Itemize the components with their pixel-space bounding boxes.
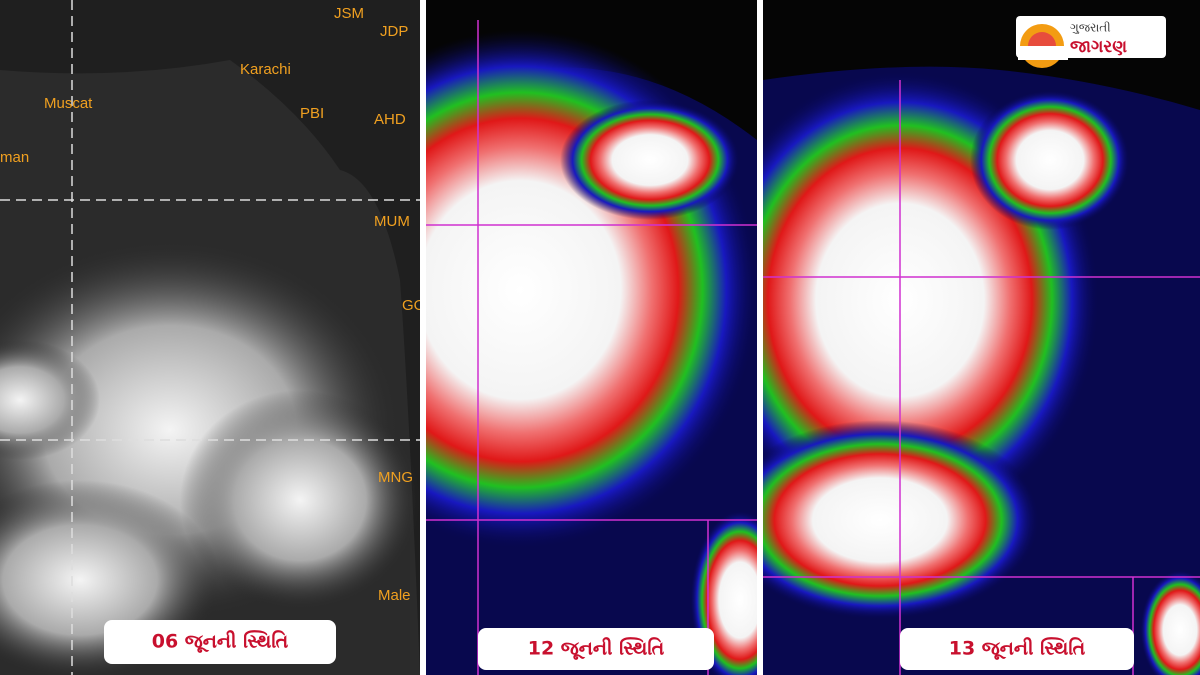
- map-label: GOA: [402, 297, 435, 314]
- map-label: Male: [378, 587, 411, 604]
- panel-3: [763, 0, 1200, 675]
- panel-1: JSM JDP Karachi Muscat PBI AHD man MUM G…: [0, 0, 435, 675]
- map-label: JDP: [380, 23, 408, 40]
- map-label: man: [0, 149, 29, 166]
- logo-text: જાગરણ: [1070, 37, 1127, 57]
- caption-box: [104, 620, 336, 664]
- logo: ગુજરાતી જાગરણ: [1016, 16, 1166, 68]
- map-label: JSM: [334, 5, 364, 22]
- panel-2: [426, 0, 757, 675]
- map-label: MUM: [374, 213, 410, 230]
- caption: 06 જૂનની સ્થિતિ: [152, 631, 289, 653]
- map-label: Karachi: [240, 61, 291, 78]
- map-label: PBI: [300, 105, 324, 122]
- caption: 13 જૂનની સ્થિતિ: [949, 638, 1086, 660]
- map-label: AHD: [374, 111, 406, 128]
- map-label: Muscat: [44, 95, 93, 112]
- map-label: MNG: [378, 469, 413, 486]
- caption: 12 જૂનની સ્થિતિ: [528, 638, 665, 660]
- caption-box: [478, 628, 714, 670]
- logo-text: ગુજરાતી: [1070, 21, 1111, 35]
- caption-box: [900, 628, 1134, 670]
